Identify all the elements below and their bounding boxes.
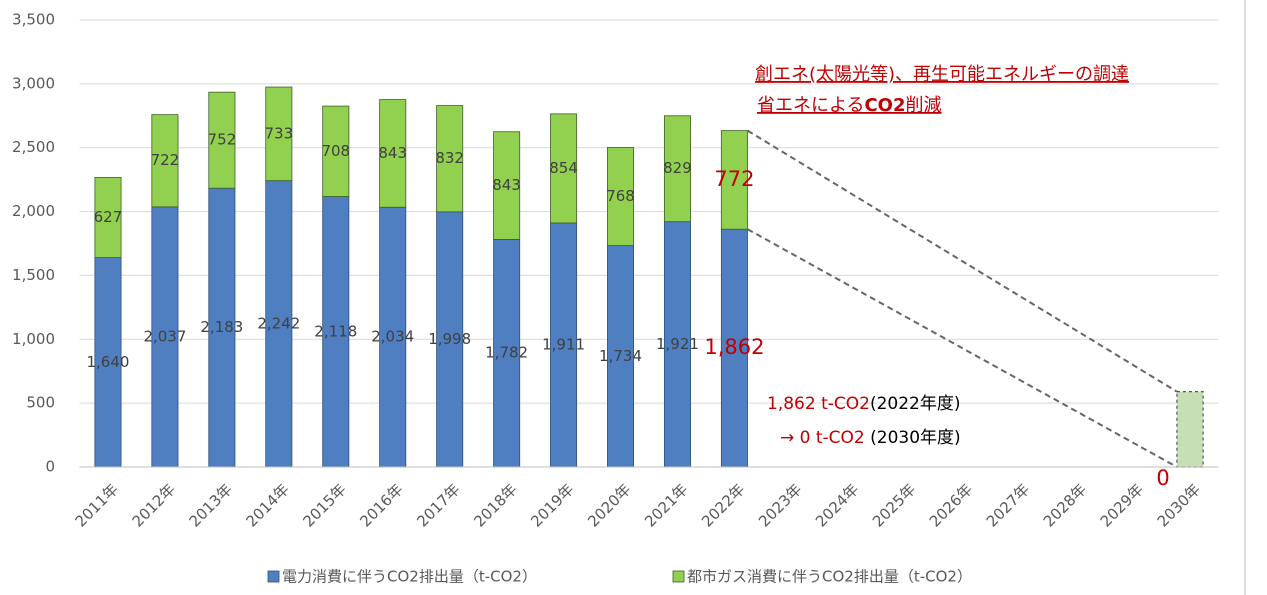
bar-segment [94,257,122,468]
data-label: 0 [1156,466,1169,490]
data-label: 2,034 [371,328,414,346]
annotation-part: → 0 t-CO2 [780,428,865,448]
data-label: 1,921 [656,335,699,353]
data-label: 2,242 [257,314,300,332]
bar-segment [663,115,691,223]
annotation-part: 省エネによる [757,95,864,116]
y-tick-label: 2,000 [12,202,55,220]
x-tick-label: 2027年 [983,480,1033,530]
bar-segment [265,86,293,182]
x-tick-label: 2020年 [584,480,634,530]
bar-segment [720,228,748,468]
legend-label: 電力消費に伴うCO2排出量（t-CO2） [282,568,537,586]
legend-label: 都市ガス消費に伴うCO2排出量（t-CO2） [687,568,972,586]
y-tick-label: 0 [45,458,55,476]
x-tick-label: 2013年 [186,480,236,530]
annotation-part: 1,862 t-CO2 [767,394,870,414]
bar-segment [720,130,748,230]
x-tick-label: 2011年 [72,480,122,530]
x-tick-label: 2014年 [242,480,292,530]
bar-segment [607,147,635,246]
x-tick-label: 2012年 [129,480,179,530]
x-tick-label: 2028年 [1040,480,1090,530]
bar-segment [322,105,350,197]
bar-segment [379,99,407,208]
x-tick-label: 2022年 [698,480,748,530]
y-tick-label: 1,000 [12,330,55,348]
annotation-part: (2022年度) [870,394,961,414]
x-tick-label: 2017年 [413,480,463,530]
bar-segment [436,211,464,468]
bar-segment [1176,391,1204,468]
y-tick-label: 3,000 [12,74,55,92]
x-tick-label: 2015年 [299,480,349,530]
x-tick-label: 2026年 [926,480,976,530]
data-label: 829 [663,159,692,177]
data-label: 627 [94,208,123,226]
y-tick-label: 2,500 [12,138,55,156]
annotation-part: 創エネ(太陽光等)、再生可能エネルギーの調達 [755,64,1129,85]
bar-segment [550,113,578,224]
data-label: 843 [492,176,521,194]
bar-segment [436,105,464,213]
y-tick-label: 1,500 [12,266,55,284]
data-label: 1,734 [599,347,642,365]
annotation: 省エネによるCO2削減 [757,95,942,116]
data-label: 772 [714,167,754,191]
guide-line [747,228,1178,468]
data-label: 854 [549,159,578,177]
x-tick-label: 2019年 [527,480,577,530]
x-tick-label: 2023年 [755,480,805,530]
x-tick-label: 2024年 [812,480,862,530]
annotation: 1,862 t-CO2(2022年度) [767,394,960,414]
x-tick-label: 2029年 [1097,480,1147,530]
data-label: 843 [378,144,407,162]
legend-swatch [672,570,685,583]
legend-swatch [267,570,280,583]
x-tick-label: 2025年 [869,480,919,530]
data-label: 1,782 [485,344,528,362]
annotation-part: CO2 [864,95,905,116]
bar-segment [493,131,521,240]
data-label: 768 [606,187,635,205]
guide-line [747,129,1178,393]
bar-segment [94,177,122,258]
data-label: 1,998 [428,330,471,348]
data-label: 2,183 [200,318,243,336]
data-label: 752 [208,131,237,149]
bar-segment [493,239,521,468]
bar-segment [607,245,635,468]
data-label: 832 [435,149,464,167]
data-label: 1,911 [542,335,585,353]
data-label: 1,640 [86,353,129,371]
bar-segment [151,114,179,208]
y-tick-label: 3,500 [12,11,55,29]
annotation: 創エネ(太陽光等)、再生可能エネルギーの調達 [755,64,1129,85]
annotation: → 0 t-CO2 (2030年度) [780,428,961,448]
annotation-part: (2030年度) [865,428,961,448]
data-label: 2,118 [314,322,357,340]
x-tick-label: 2018年 [470,480,520,530]
bar-segment [208,91,236,189]
data-label: 2,037 [143,327,186,345]
x-tick-label: 2016年 [356,480,406,530]
y-tick-label: 500 [26,394,55,412]
data-label: 722 [151,151,180,169]
data-label: 708 [321,142,350,160]
x-tick-label: 2021年 [641,480,691,530]
annotation-part: 削減 [906,95,942,116]
data-label: 733 [265,124,294,142]
bar-segment [663,221,691,468]
data-label: 1,862 [704,335,764,359]
